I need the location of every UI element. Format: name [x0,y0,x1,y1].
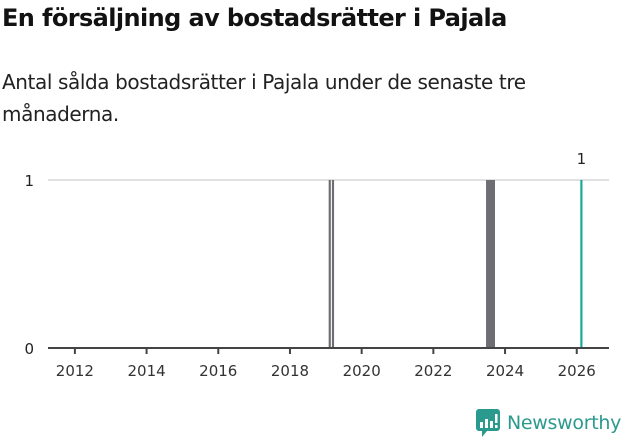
x-tick-label: 2018 [271,362,309,380]
x-tick-label: 2014 [127,362,165,380]
y-tick-label: 0 [24,340,34,358]
x-tick-label: 2020 [343,362,381,380]
bar-chart: 0 1 1 2012 2014 2016 2018 2020 2022 2024 2026 [0,140,631,390]
x-tick-label: 2024 [486,362,524,380]
bar-value-label: 1 [577,150,587,168]
brand-name: Newsworthy [507,412,622,434]
bar [328,180,331,348]
highlighted-bar [580,180,583,348]
newsworthy-chart-bubble-icon [476,409,500,437]
bar [331,180,335,348]
x-tick-label: 2012 [56,362,94,380]
newsworthy-logo: Newsworthy [476,408,621,438]
x-tick-label: 2022 [414,362,452,380]
y-tick-label: 1 [24,172,34,190]
chart-subtitle: Antal sålda bostadsrätter i Pajala under… [2,70,526,126]
chart-title: En försäljning av bostadsrätter i Pajala [2,4,507,32]
bar [486,180,496,348]
chart-canvas: 0 1 1 2012 2014 2016 2018 2020 2022 2024 2026 [24,150,609,380]
x-tick-label: 2016 [199,362,237,380]
x-tick-label: 2026 [558,362,596,380]
